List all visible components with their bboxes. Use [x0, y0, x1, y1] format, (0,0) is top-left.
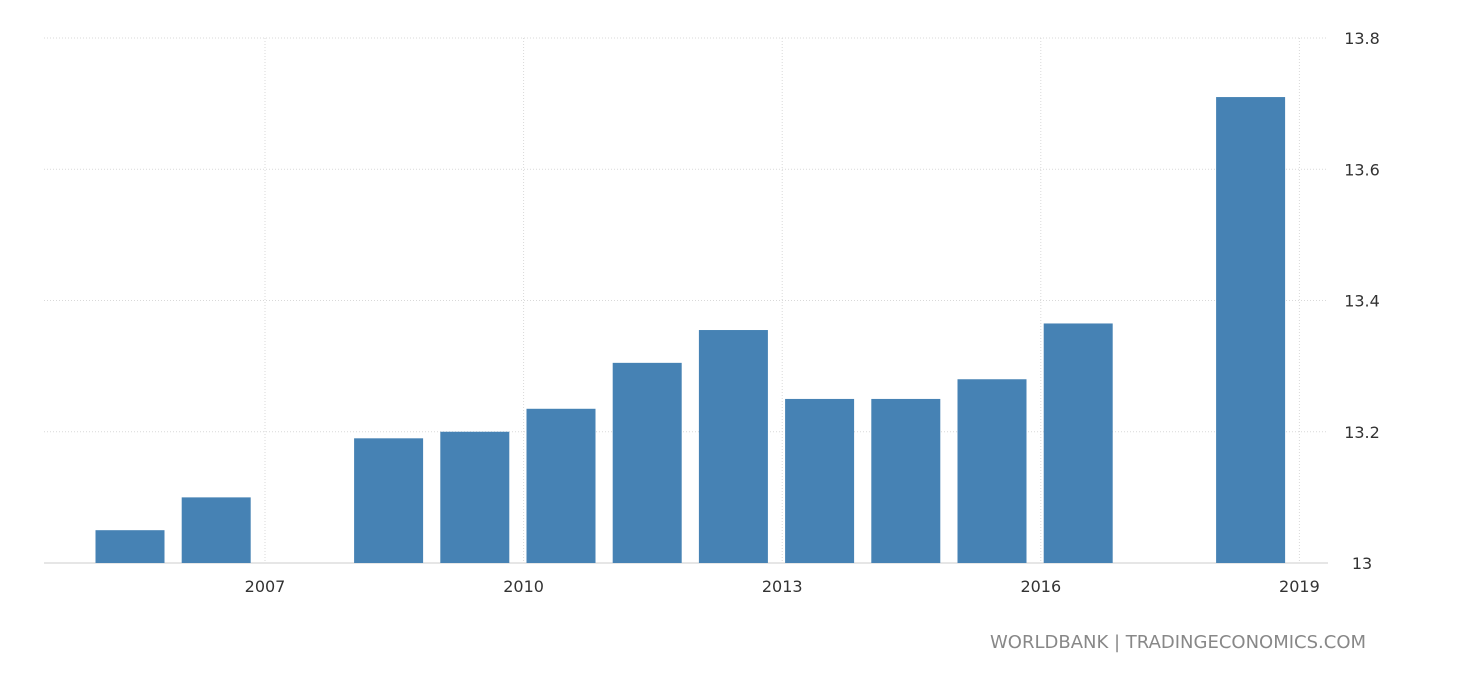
bar-2013 — [785, 398, 855, 563]
bars — [95, 97, 1286, 563]
grid-lines — [44, 37, 1328, 564]
bar-2009 — [440, 431, 510, 563]
bar-2016 — [1043, 323, 1113, 563]
bar-2012 — [698, 330, 768, 563]
y-tick-label: 13.8 — [1344, 29, 1380, 48]
bar-2014 — [871, 398, 941, 563]
bar-2011 — [612, 362, 682, 563]
y-tick-label: 13.6 — [1344, 160, 1380, 179]
source-credit: WORLDBANK | TRADINGECONOMICS.COM — [990, 632, 1367, 653]
x-tick-label: 2019 — [1279, 577, 1320, 596]
y-axis: 13 13.2 13.4 13.6 13.8 — [1344, 29, 1380, 573]
y-tick-label: 13.2 — [1344, 423, 1380, 442]
x-axis: 2007 2010 2013 2016 2019 — [245, 577, 1320, 596]
bar-2010 — [526, 408, 596, 563]
bar-2006 — [181, 497, 251, 563]
x-tick-label: 2007 — [245, 577, 286, 596]
x-tick-label: 2013 — [762, 577, 803, 596]
bar-2005 — [95, 530, 165, 563]
bar-2015 — [957, 379, 1027, 563]
x-tick-label: 2016 — [1020, 577, 1061, 596]
bar-2008 — [354, 438, 424, 563]
x-tick-label: 2010 — [503, 577, 544, 596]
bar-2018 — [1216, 97, 1286, 563]
y-tick-label: 13 — [1352, 554, 1372, 573]
y-tick-label: 13.4 — [1344, 292, 1380, 311]
